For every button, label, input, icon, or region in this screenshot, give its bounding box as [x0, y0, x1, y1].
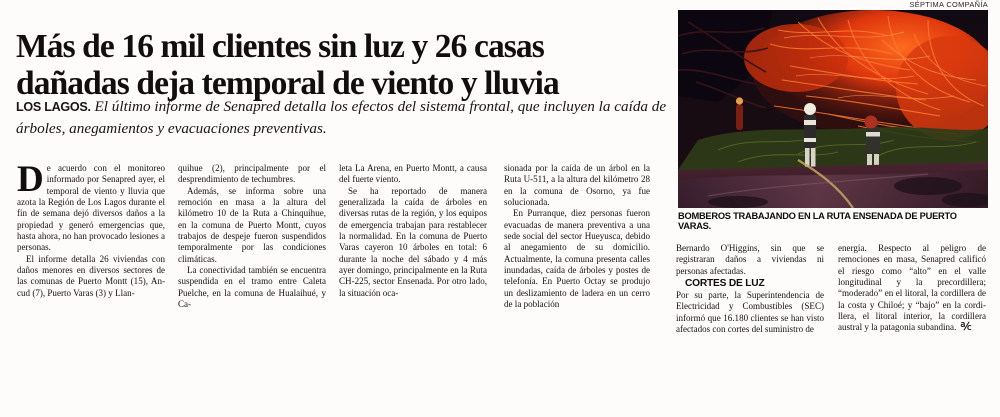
body-column-2: quihue (2), principalmente por el despre… — [178, 163, 326, 310]
headline-line-2: dañadas deja temporal de viento y lluvia — [16, 65, 560, 103]
paragraph-text: El informe detalla 26 vi­viendas con dañ… — [17, 253, 165, 298]
paragraph: El informe detalla 26 vi­viendas con dañ… — [17, 254, 165, 299]
paragraph-text: Se ha reportado de manera generalizada l… — [339, 185, 487, 298]
paragraph: Por su parte, la Superintenden­cia de El… — [676, 290, 824, 335]
page-title: Más de 16 mil clientes sin luz y 26 casa… — [16, 28, 666, 102]
paragraph: En Purranque, diez perso­nas fueron evac… — [504, 208, 650, 310]
paragraph-text: Bernardo O'Higgins, sin que se registrar… — [676, 243, 824, 276]
body-column-3: leta La Arena, en Puerto Montt, a causa … — [339, 163, 487, 299]
paragraph-text: En Purranque, diez perso­nas fueron evac… — [504, 208, 650, 310]
paragraph-text: La conectividad también se encuentra sus… — [178, 265, 326, 310]
firefighter-center — [804, 103, 816, 170]
paragraph: quihue (2), principalmente por el despre… — [178, 163, 326, 186]
paragraph-text: Además, se informa sobre una remoción en… — [178, 185, 326, 264]
paragraph-text: leta La Arena, en Puerto Montt, a causa … — [339, 163, 487, 185]
drop-cap: D — [17, 159, 44, 200]
paragraph-text: quihue (2), principalmente por el despre… — [178, 163, 326, 185]
photo-credit: SÉPTIMA COMPAÑÍA — [909, 0, 988, 9]
article-lead: LOS LAGOS. El último informe de Senapred… — [16, 96, 668, 139]
paragraph: Bernardo O'Higgins, sin que se registrar… — [676, 243, 824, 277]
body-column-6: energía. Respecto al peligro de remocion… — [838, 243, 986, 334]
paragraph: Además, se informa sobre una remoción en… — [178, 186, 326, 265]
night-fallen-tree-illustration — [678, 10, 988, 208]
paragraph-text: Por su parte, la Superintenden­cia de El… — [676, 290, 824, 335]
lead-text: El último informe de Senapred detalla lo… — [16, 98, 667, 137]
body-column-4: sionada por la caída de un ár­bol en la … — [504, 163, 650, 310]
paragraph-text: e acuerdo con el moni­toreo informado po… — [17, 163, 165, 253]
photo-caption: BOMBEROS TRABAJANDO EN LA RUTA ENSENADA … — [678, 211, 957, 231]
paragraph: La conectividad también se encuentra sus… — [178, 265, 326, 310]
section-subhead: CORTES DE LUZ — [685, 278, 765, 290]
paragraph: sionada por la caída de un ár­bol en la … — [504, 163, 650, 208]
lead-kicker: LOS LAGOS. — [16, 100, 91, 114]
paragraph-text: energía. Respecto al peligro de remocion… — [838, 243, 986, 333]
article-photo — [678, 10, 988, 208]
photo-image — [678, 10, 988, 208]
firefighter-left — [735, 97, 744, 130]
paragraph: Se ha reportado de manera generalizada l… — [339, 186, 487, 299]
end-of-article-ornament: ℀ — [960, 321, 972, 334]
paragraph: leta La Arena, en Puerto Montt, a causa … — [339, 163, 487, 186]
paragraph-text: sionada por la caída de un ár­bol en la … — [504, 163, 650, 208]
headline-line-1: Más de 16 mil clientes sin luz y 26 casa… — [16, 28, 545, 66]
paragraph: energía. Respecto al peligro de remocion… — [838, 243, 986, 334]
firefighter-right — [864, 115, 880, 170]
body-column-5: Bernardo O'Higgins, sin que se registrar… — [676, 243, 824, 335]
